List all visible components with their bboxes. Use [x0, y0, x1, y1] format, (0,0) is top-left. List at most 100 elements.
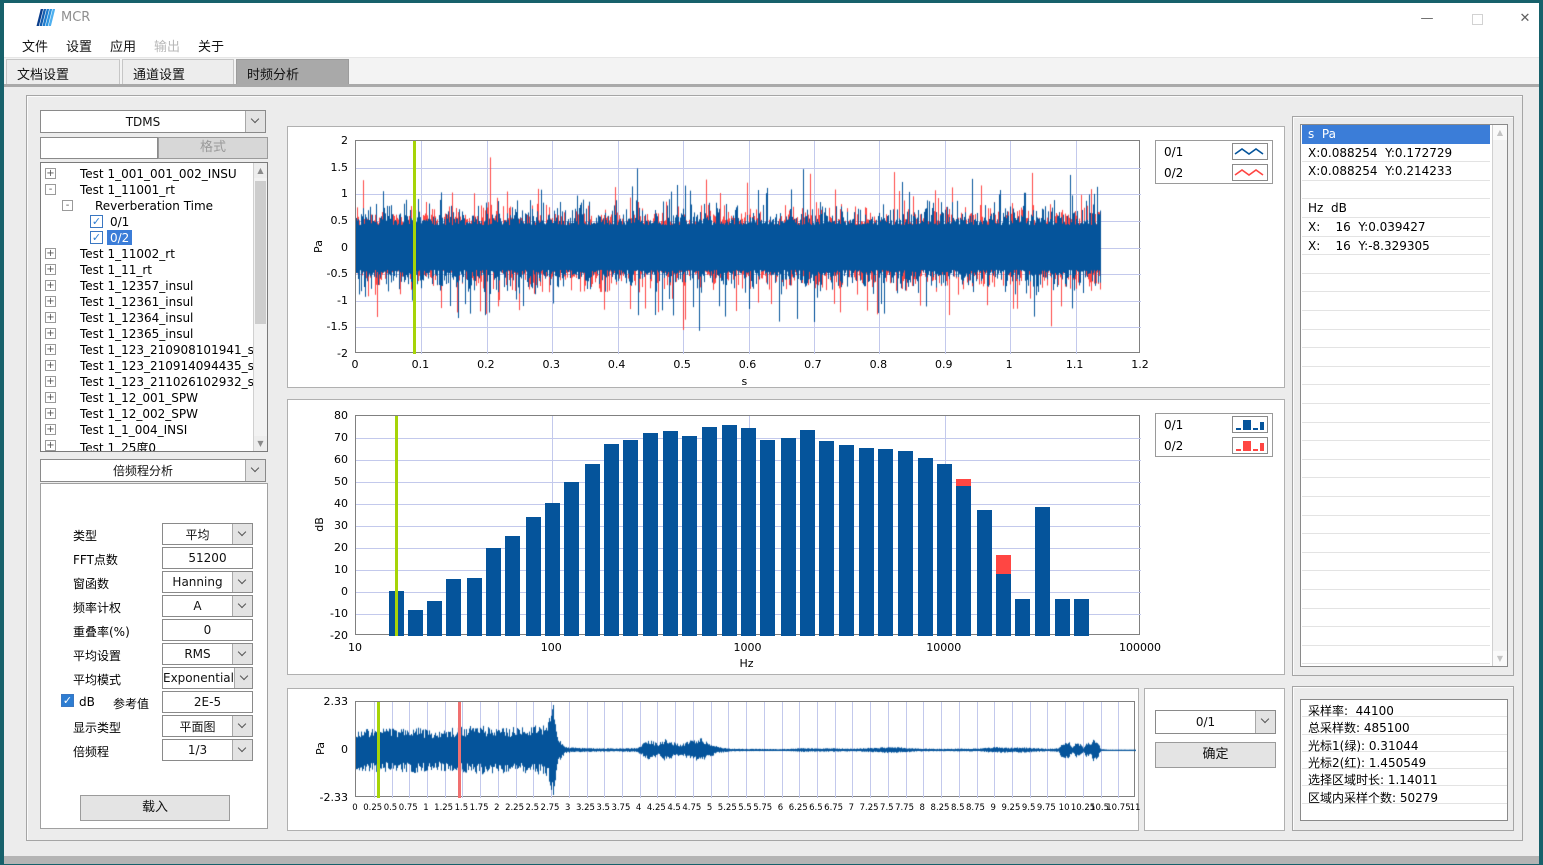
- readout-row[interactable]: [1302, 571, 1490, 590]
- readout-row[interactable]: [1302, 478, 1490, 497]
- expand-plus-icon[interactable]: +: [45, 312, 56, 323]
- form-select-dropdown-button[interactable]: [232, 740, 252, 760]
- expand-plus-icon[interactable]: +: [45, 360, 56, 371]
- expand-plus-icon[interactable]: +: [45, 344, 56, 355]
- tree-row[interactable]: +Test 1_12365_insul: [41, 326, 253, 342]
- readout-row[interactable]: [1302, 348, 1490, 367]
- scrollbar-thumb[interactable]: [255, 181, 266, 324]
- minimize-button[interactable]: —: [1412, 11, 1442, 27]
- expand-plus-icon[interactable]: +: [45, 296, 56, 307]
- form-select-dropdown-button[interactable]: [234, 668, 252, 688]
- readout-row[interactable]: [1302, 367, 1490, 386]
- readout-row[interactable]: [1302, 330, 1490, 349]
- readout-row[interactable]: [1302, 311, 1490, 330]
- form-select-1[interactable]: 平均: [162, 523, 253, 545]
- file-format-select-dropdown-button[interactable]: [245, 111, 265, 132]
- load-button[interactable]: 载入: [80, 795, 230, 821]
- readout-row[interactable]: [1302, 460, 1490, 479]
- close-button[interactable]: ✕: [1510, 11, 1540, 27]
- file-tree[interactable]: +Test 1_001_001_002_INSU-Test 1_11001_rt…: [40, 162, 268, 452]
- readout-row[interactable]: X:0.088254 Y:0.172729: [1302, 144, 1490, 163]
- readout-row[interactable]: [1302, 553, 1490, 572]
- tree-row[interactable]: +Test 1_25度0: [41, 438, 253, 452]
- readout-row[interactable]: [1302, 609, 1490, 628]
- expand-plus-icon[interactable]: +: [45, 440, 56, 451]
- readout-row[interactable]: [1302, 274, 1490, 293]
- tree-item-label[interactable]: Test 1_11_rt: [77, 262, 155, 277]
- overview-channel-select[interactable]: 0/1: [1155, 710, 1276, 734]
- tree-row[interactable]: + Test 1_1_004_INSI: [41, 422, 253, 438]
- tree-row[interactable]: ✓0/2: [41, 230, 253, 246]
- expand-plus-icon[interactable]: +: [45, 168, 56, 179]
- tree-row[interactable]: +Test 1_11_rt: [41, 262, 253, 278]
- overview-plot[interactable]: [355, 701, 1135, 797]
- scroll-down-icon[interactable]: ▼: [254, 436, 267, 451]
- tree-item-label[interactable]: Test 1_001_001_002_INSU: [77, 166, 240, 181]
- form-select-3[interactable]: Hanning: [162, 571, 253, 593]
- form-select-4[interactable]: A: [162, 595, 253, 617]
- time-plot[interactable]: [355, 140, 1140, 353]
- readout-scrollbar[interactable]: ▲▼: [1492, 125, 1507, 666]
- form-select-7[interactable]: Exponential: [162, 667, 253, 689]
- tree-item-label[interactable]: Test 1_1_004_INSI: [77, 422, 190, 437]
- tree-item-label[interactable]: Reverberation Time: [92, 198, 216, 213]
- form-select-dropdown-button[interactable]: [232, 716, 252, 736]
- tab-文档设置[interactable]: 文档设置: [6, 59, 120, 84]
- readout-row[interactable]: [1302, 404, 1490, 423]
- readout-row[interactable]: [1302, 646, 1490, 665]
- tree-row[interactable]: + Test 1_11002_rt: [41, 246, 253, 262]
- readout-list[interactable]: s PaX:0.088254 Y:0.172729X:0.088254 Y:0.…: [1300, 124, 1508, 667]
- form-input-5[interactable]: 0: [162, 619, 253, 641]
- readout-row[interactable]: X: 16 Y:0.039427: [1302, 218, 1490, 237]
- tree-item-label[interactable]: Test 1_123_210914094435_spw: [77, 358, 268, 373]
- readout-row[interactable]: X: 16 Y:-8.329305: [1302, 237, 1490, 256]
- spectrum-plot[interactable]: [355, 415, 1140, 635]
- filter-input[interactable]: [40, 137, 158, 159]
- tree-item-label[interactable]: 0/1: [107, 214, 132, 229]
- expand-plus-icon[interactable]: +: [45, 408, 56, 419]
- form-select-dropdown-button[interactable]: [232, 524, 252, 544]
- readout-row[interactable]: [1302, 181, 1490, 200]
- expand-plus-icon[interactable]: +: [45, 424, 56, 435]
- tree-item-label[interactable]: Test 1_12361_insul: [77, 294, 196, 309]
- readout-row[interactable]: [1302, 255, 1490, 274]
- collapse-minus-icon[interactable]: -: [45, 184, 56, 195]
- expand-plus-icon[interactable]: +: [45, 280, 56, 291]
- form-select-6[interactable]: RMS: [162, 643, 253, 665]
- analysis-type-select-dropdown-button[interactable]: [245, 460, 265, 481]
- tree-row[interactable]: ✓0/1: [41, 214, 253, 230]
- readout-row[interactable]: [1302, 423, 1490, 442]
- collapse-minus-icon[interactable]: -: [62, 200, 73, 211]
- scroll-up-icon[interactable]: ▲: [254, 163, 267, 178]
- tree-row[interactable]: +Test 1_12364_insul: [41, 310, 253, 326]
- tree-item-label[interactable]: Test 1_12357_insul: [77, 278, 196, 293]
- tree-item-label[interactable]: Test 1_123_210908101941_spw: [77, 342, 268, 357]
- tree-item-label[interactable]: Test 1_12_001_SPW: [77, 390, 201, 405]
- form-select-dropdown-button[interactable]: [232, 644, 252, 664]
- green-cursor[interactable]: [395, 416, 398, 636]
- tree-row[interactable]: + Test 1_12357_insul: [41, 278, 253, 294]
- readout-row[interactable]: [1302, 590, 1490, 609]
- tree-row[interactable]: +Test 1_123_211026102932_spw: [41, 374, 253, 390]
- tree-scrollbar[interactable]: ▲▼: [253, 163, 267, 451]
- menu-item-2[interactable]: 设置: [66, 36, 92, 55]
- readout-row[interactable]: X:0.088254 Y:0.214233: [1302, 162, 1490, 181]
- menu-item-1[interactable]: 文件: [22, 36, 48, 55]
- tree-item-label[interactable]: Test 1_11001_rt: [77, 182, 178, 197]
- readout-row[interactable]: [1302, 534, 1490, 553]
- expand-plus-icon[interactable]: +: [45, 248, 56, 259]
- expand-plus-icon[interactable]: +: [45, 328, 56, 339]
- expand-plus-icon[interactable]: +: [45, 392, 56, 403]
- form-input-2[interactable]: 51200: [162, 547, 253, 569]
- form-select-9[interactable]: 平面图: [162, 715, 253, 737]
- tree-row[interactable]: + Test 1_12361_insul: [41, 294, 253, 310]
- readout-row[interactable]: [1302, 516, 1490, 535]
- db-checkbox[interactable]: ✓: [61, 694, 74, 707]
- form-select-10[interactable]: 1/3: [162, 739, 253, 761]
- scroll-down-icon[interactable]: ▼: [1493, 651, 1507, 666]
- tree-item-label[interactable]: 0/2: [107, 230, 132, 245]
- maximize-button[interactable]: [1462, 11, 1492, 27]
- red-cursor[interactable]: [458, 702, 461, 798]
- form-select-dropdown-button[interactable]: [232, 596, 252, 616]
- tree-item-label[interactable]: Test 1_11002_rt: [77, 246, 178, 261]
